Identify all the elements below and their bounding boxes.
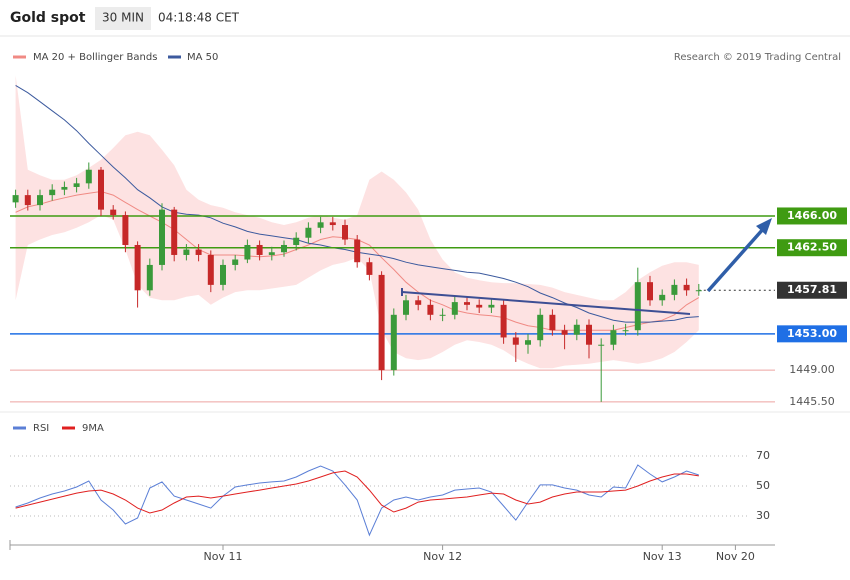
candle-body bbox=[512, 337, 519, 345]
candle-body bbox=[232, 259, 239, 265]
candle-body bbox=[73, 183, 80, 187]
candle-body bbox=[549, 314, 556, 331]
trend-line bbox=[401, 291, 691, 315]
candle-body bbox=[146, 264, 153, 291]
annotations bbox=[401, 218, 772, 315]
candle-body bbox=[634, 282, 641, 331]
level-label: 1445.50 bbox=[789, 395, 835, 408]
indicator-line bbox=[15, 470, 699, 514]
y-tick-label: 50 bbox=[756, 479, 770, 492]
interval-badge bbox=[95, 7, 151, 30]
candle-body bbox=[183, 249, 190, 255]
legend-label: MA 20 + Bollinger Bands bbox=[33, 52, 157, 63]
x-tick-label: Nov 12 bbox=[423, 550, 462, 563]
candle-body bbox=[610, 330, 617, 345]
candle-body bbox=[573, 324, 580, 335]
candle-body bbox=[378, 274, 385, 371]
candle-body bbox=[366, 262, 373, 275]
plot-area: 1466.00 1462.50 1457.81 1453.00 1449.00 1445.… bbox=[9, 75, 847, 563]
candle-body bbox=[207, 254, 214, 285]
candle-body bbox=[451, 302, 458, 315]
candle-body bbox=[488, 304, 495, 308]
candle-body bbox=[244, 244, 251, 260]
level-label-box bbox=[777, 207, 847, 225]
candle-body bbox=[61, 186, 68, 190]
candle-body bbox=[342, 225, 348, 240]
candle-body bbox=[37, 195, 43, 206]
candle-body bbox=[98, 169, 104, 210]
legend: MA 20 + Bollinger Bands MA 50 Research ©… bbox=[13, 52, 841, 434]
x-tick-label: Nov 13 bbox=[643, 550, 682, 563]
candle-body bbox=[439, 314, 446, 316]
candle-body bbox=[671, 284, 678, 295]
candle-body bbox=[329, 222, 336, 226]
candle-body bbox=[586, 324, 592, 345]
candle-body bbox=[49, 189, 56, 196]
candle-body bbox=[159, 209, 165, 265]
candle-body bbox=[354, 239, 361, 263]
candle-body bbox=[561, 330, 568, 335]
candle-body bbox=[305, 227, 312, 238]
candle-body bbox=[415, 300, 422, 305]
indicator-line bbox=[15, 464, 699, 537]
forecast-arrowhead bbox=[756, 218, 772, 235]
candle-body bbox=[683, 284, 690, 291]
y-tick-label: 30 bbox=[756, 509, 770, 522]
candle-body bbox=[695, 290, 702, 292]
candle-body bbox=[427, 304, 434, 315]
header: Gold spot 30 MIN 04:18:48 CET bbox=[0, 7, 850, 37]
level-label: 1462.50 bbox=[787, 241, 837, 254]
candle-body bbox=[281, 244, 287, 253]
bollinger-band bbox=[15, 75, 699, 369]
level-label: 1453.00 bbox=[787, 327, 837, 340]
candle-body bbox=[500, 304, 507, 338]
candle-body bbox=[256, 244, 263, 255]
candle-body bbox=[647, 282, 653, 301]
candle-body bbox=[110, 209, 117, 216]
level-label: 1449.00 bbox=[789, 363, 835, 376]
candle-body bbox=[134, 244, 141, 291]
candle-body bbox=[390, 314, 397, 371]
candle-body bbox=[317, 222, 324, 228]
legend-label: RSI bbox=[33, 423, 49, 434]
level-label-box bbox=[777, 325, 847, 343]
level-label-box bbox=[777, 281, 847, 299]
forecast-arrow bbox=[706, 226, 766, 293]
candle-body bbox=[268, 252, 275, 255]
candle-body bbox=[171, 209, 178, 255]
candle-body bbox=[403, 300, 409, 315]
candle-body bbox=[293, 237, 300, 245]
x-tick-label: Nov 20 bbox=[716, 550, 755, 563]
candle-body bbox=[598, 344, 605, 346]
timestamp: 04:18:48 CET bbox=[158, 11, 240, 25]
x-tick-label: Nov 11 bbox=[204, 550, 243, 563]
candle-body bbox=[622, 330, 629, 332]
candle-body bbox=[659, 294, 666, 301]
legend-label: MA 50 bbox=[187, 52, 218, 63]
candle-body bbox=[12, 195, 19, 203]
instrument-title: Gold spot bbox=[10, 10, 86, 26]
candle-body bbox=[476, 304, 483, 308]
level-label: 1466.00 bbox=[787, 209, 837, 222]
interval: 30 MIN bbox=[102, 11, 144, 25]
candle-body bbox=[122, 215, 129, 245]
candle-body bbox=[24, 195, 31, 206]
candle-body bbox=[525, 340, 531, 345]
candle-body bbox=[220, 264, 226, 285]
y-tick-label: 70 bbox=[756, 449, 770, 462]
candle-body bbox=[195, 249, 202, 255]
legend-label: 9MA bbox=[82, 423, 104, 434]
candle-body bbox=[85, 169, 92, 184]
candle-body bbox=[537, 314, 544, 341]
level-label-box bbox=[777, 239, 847, 257]
candle-body bbox=[464, 302, 470, 305]
source-credit: Research © 2019 Trading Central bbox=[674, 52, 841, 63]
level-label: 1457.81 bbox=[787, 283, 837, 296]
